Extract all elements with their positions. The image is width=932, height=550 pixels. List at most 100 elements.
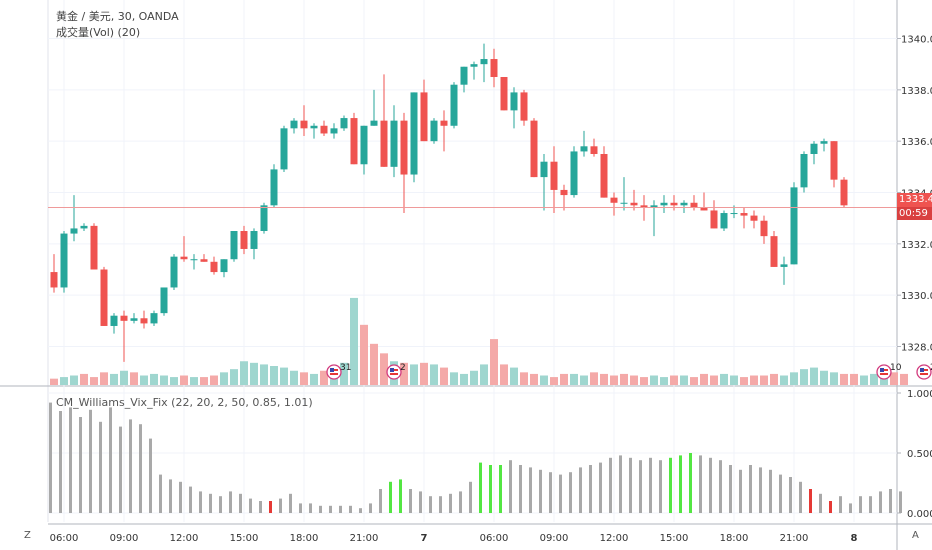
candle-body bbox=[250, 231, 258, 249]
event-count-label: 31 bbox=[340, 363, 351, 373]
flag-stripe bbox=[330, 373, 338, 375]
volume-bar bbox=[900, 373, 908, 385]
vix-bar bbox=[669, 457, 672, 513]
candle-body bbox=[510, 92, 518, 111]
volume-bar bbox=[640, 377, 648, 385]
volume-bar bbox=[870, 373, 878, 385]
vix-bar bbox=[399, 479, 402, 513]
volume-bar bbox=[890, 372, 898, 385]
event-count-label: 2 bbox=[930, 363, 932, 373]
vix-bar bbox=[689, 453, 692, 513]
volume-bar bbox=[80, 373, 88, 385]
volume-bar bbox=[600, 373, 608, 385]
volume-bar bbox=[500, 364, 508, 385]
candle-body bbox=[790, 187, 798, 265]
vix-bar bbox=[869, 496, 872, 513]
volume-bar bbox=[190, 377, 198, 385]
volume-bar bbox=[170, 377, 178, 385]
vix-bar bbox=[169, 479, 172, 513]
volume-legend[interactable]: 成交量(Vol) (20) bbox=[56, 26, 141, 39]
volume-bar bbox=[290, 370, 298, 385]
volume-bar bbox=[630, 375, 638, 385]
vix-bar bbox=[369, 503, 372, 513]
volume-bar bbox=[650, 375, 658, 385]
time-tick-label: 21:00 bbox=[350, 533, 379, 544]
candle-body bbox=[740, 213, 748, 216]
volume-bar bbox=[780, 375, 788, 385]
candle-body bbox=[300, 120, 308, 129]
candle-body bbox=[630, 202, 638, 206]
price-tick-label: 1336.000 bbox=[901, 137, 932, 148]
candle-body bbox=[230, 231, 238, 260]
volume-bar bbox=[240, 361, 248, 385]
vix-bar bbox=[409, 489, 412, 513]
vix-bar bbox=[699, 455, 702, 513]
candle-body bbox=[450, 84, 458, 126]
volume-bar bbox=[490, 339, 498, 385]
vix-bar bbox=[809, 489, 812, 513]
vix-bar bbox=[229, 491, 232, 513]
candle-body bbox=[820, 141, 828, 144]
candle-body bbox=[220, 259, 228, 273]
indicator-legend[interactable]: CM_Williams_Vix_Fix (22, 20, 2, 50, 0.85… bbox=[56, 396, 313, 409]
symbol-legend[interactable]: 黄金 / 美元, 30, OANDA bbox=[56, 10, 179, 23]
volume-bar bbox=[280, 367, 288, 385]
time-tick-label: 15:00 bbox=[230, 533, 259, 544]
time-tick-label: 8 bbox=[851, 533, 858, 544]
vix-bar bbox=[439, 496, 442, 513]
candle-body bbox=[520, 92, 528, 121]
vix-bar bbox=[79, 417, 82, 513]
vix-bar bbox=[559, 474, 562, 513]
vix-bar bbox=[379, 489, 382, 513]
volume-bar bbox=[360, 324, 368, 385]
candle-body bbox=[810, 143, 818, 154]
volume-bar bbox=[400, 362, 408, 385]
vix-bar bbox=[749, 465, 752, 513]
vix-bar bbox=[59, 411, 62, 513]
volume-bar bbox=[590, 372, 598, 385]
volume-bar bbox=[520, 372, 528, 385]
time-tick-label: 7 bbox=[421, 533, 428, 544]
volume-bar bbox=[480, 364, 488, 385]
candle-body bbox=[180, 256, 188, 260]
flag-stripe bbox=[880, 373, 888, 375]
vix-bar bbox=[459, 491, 462, 513]
volume-bar bbox=[560, 373, 568, 385]
vix-bar bbox=[199, 491, 202, 513]
vix-bar bbox=[349, 505, 352, 513]
vix-bar bbox=[519, 465, 522, 513]
vix-bar bbox=[509, 460, 512, 513]
vix-bar bbox=[109, 407, 112, 513]
candle-body bbox=[400, 120, 408, 175]
candle-body bbox=[380, 120, 388, 167]
vix-bar bbox=[359, 508, 362, 513]
volume-bar bbox=[440, 367, 448, 385]
vix-bar bbox=[879, 491, 882, 513]
candle-body bbox=[690, 202, 698, 208]
auto-scale-button[interactable]: A bbox=[912, 530, 919, 541]
candle-body bbox=[750, 215, 758, 221]
candle-body bbox=[290, 120, 298, 129]
volume-bar bbox=[460, 373, 468, 385]
volume-bar bbox=[730, 375, 738, 385]
candle-body bbox=[440, 120, 448, 126]
vix-bar bbox=[639, 460, 642, 513]
vix-bar bbox=[239, 493, 242, 513]
candle-body bbox=[80, 225, 88, 229]
vix-bar bbox=[859, 496, 862, 513]
vix-bar bbox=[249, 498, 252, 513]
time-tick-label: 06:00 bbox=[50, 533, 79, 544]
volume-bar bbox=[610, 375, 618, 385]
vix-bar bbox=[619, 455, 622, 513]
volume-bar bbox=[270, 366, 278, 385]
candle-body bbox=[710, 210, 718, 229]
volume-bar bbox=[860, 375, 868, 385]
zoom-toggle-button[interactable]: Z bbox=[24, 530, 31, 541]
vix-bar bbox=[99, 421, 102, 513]
vix-bar bbox=[139, 424, 142, 513]
vix-bar bbox=[49, 402, 52, 513]
volume-bar bbox=[820, 370, 828, 385]
volume-bar bbox=[430, 364, 438, 385]
